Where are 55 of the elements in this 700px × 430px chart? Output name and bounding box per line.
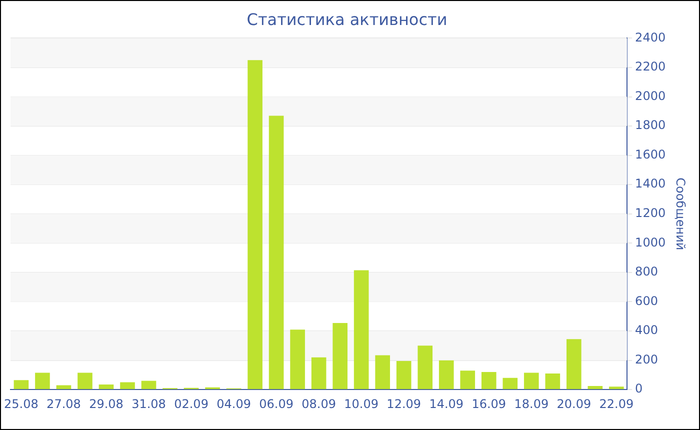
bar bbox=[56, 385, 72, 390]
bar bbox=[290, 330, 305, 390]
x-tick-label: 22.09 bbox=[599, 396, 634, 411]
y-tick-label: 1800 bbox=[635, 118, 666, 132]
bar bbox=[98, 384, 114, 390]
x-tick-label: 20.09 bbox=[556, 396, 592, 411]
bar bbox=[438, 360, 454, 390]
x-tick-label: 18.09 bbox=[514, 396, 549, 411]
x-tick-label: 29.08 bbox=[89, 396, 124, 411]
bar bbox=[396, 361, 412, 390]
y-axis-title: Сообщений bbox=[674, 178, 688, 250]
bar bbox=[609, 386, 624, 390]
bar bbox=[78, 372, 92, 390]
x-tick-label: 16.09 bbox=[472, 396, 506, 411]
y-tick-label: 2400 bbox=[635, 30, 666, 44]
bar bbox=[268, 116, 284, 390]
x-tick-label: 12.09 bbox=[386, 396, 422, 411]
y-tick-label: 1000 bbox=[635, 235, 666, 250]
y-tick-label: 200 bbox=[635, 352, 658, 366]
bar bbox=[141, 380, 156, 390]
bar bbox=[460, 370, 476, 390]
x-tick-label: 10.09 bbox=[344, 396, 379, 411]
y-tick-label: 400 bbox=[635, 323, 658, 338]
bar bbox=[120, 382, 135, 390]
x-tick-label: 08.09 bbox=[302, 396, 336, 411]
bar bbox=[354, 270, 369, 390]
bar bbox=[524, 372, 539, 390]
bar bbox=[248, 60, 262, 390]
x-tick-label: 31.08 bbox=[132, 396, 166, 411]
y-tick-label: 1600 bbox=[635, 147, 666, 162]
x-tick-label: 02.09 bbox=[174, 396, 208, 411]
bar bbox=[418, 346, 433, 390]
y-tick-label: 800 bbox=[635, 264, 658, 279]
bar bbox=[481, 372, 496, 390]
bar bbox=[502, 378, 518, 390]
x-tick-label: 04.09 bbox=[216, 396, 251, 411]
bar bbox=[375, 355, 390, 390]
y-tick-label: 0 bbox=[635, 382, 643, 396]
x-tick-label: 06.09 bbox=[259, 396, 294, 411]
bar bbox=[332, 322, 348, 390]
x-tick-label: 25.08 bbox=[4, 396, 38, 411]
y-tick-label: 2000 bbox=[635, 88, 666, 103]
y-tick-label: 2200 bbox=[635, 60, 666, 74]
bar bbox=[311, 357, 326, 390]
bar bbox=[588, 386, 603, 390]
y-tick-label: 1400 bbox=[635, 176, 666, 191]
bar bbox=[14, 380, 29, 390]
x-tick-label: 27.08 bbox=[46, 396, 81, 411]
y-tick-label: 600 bbox=[635, 294, 658, 308]
y-tick-label: 1200 bbox=[635, 206, 666, 220]
bar bbox=[566, 339, 582, 390]
chart-title: Статистика активности bbox=[246, 10, 448, 29]
x-tick-label: 14.09 bbox=[429, 396, 464, 411]
bar bbox=[35, 372, 50, 390]
bar bbox=[545, 373, 560, 390]
